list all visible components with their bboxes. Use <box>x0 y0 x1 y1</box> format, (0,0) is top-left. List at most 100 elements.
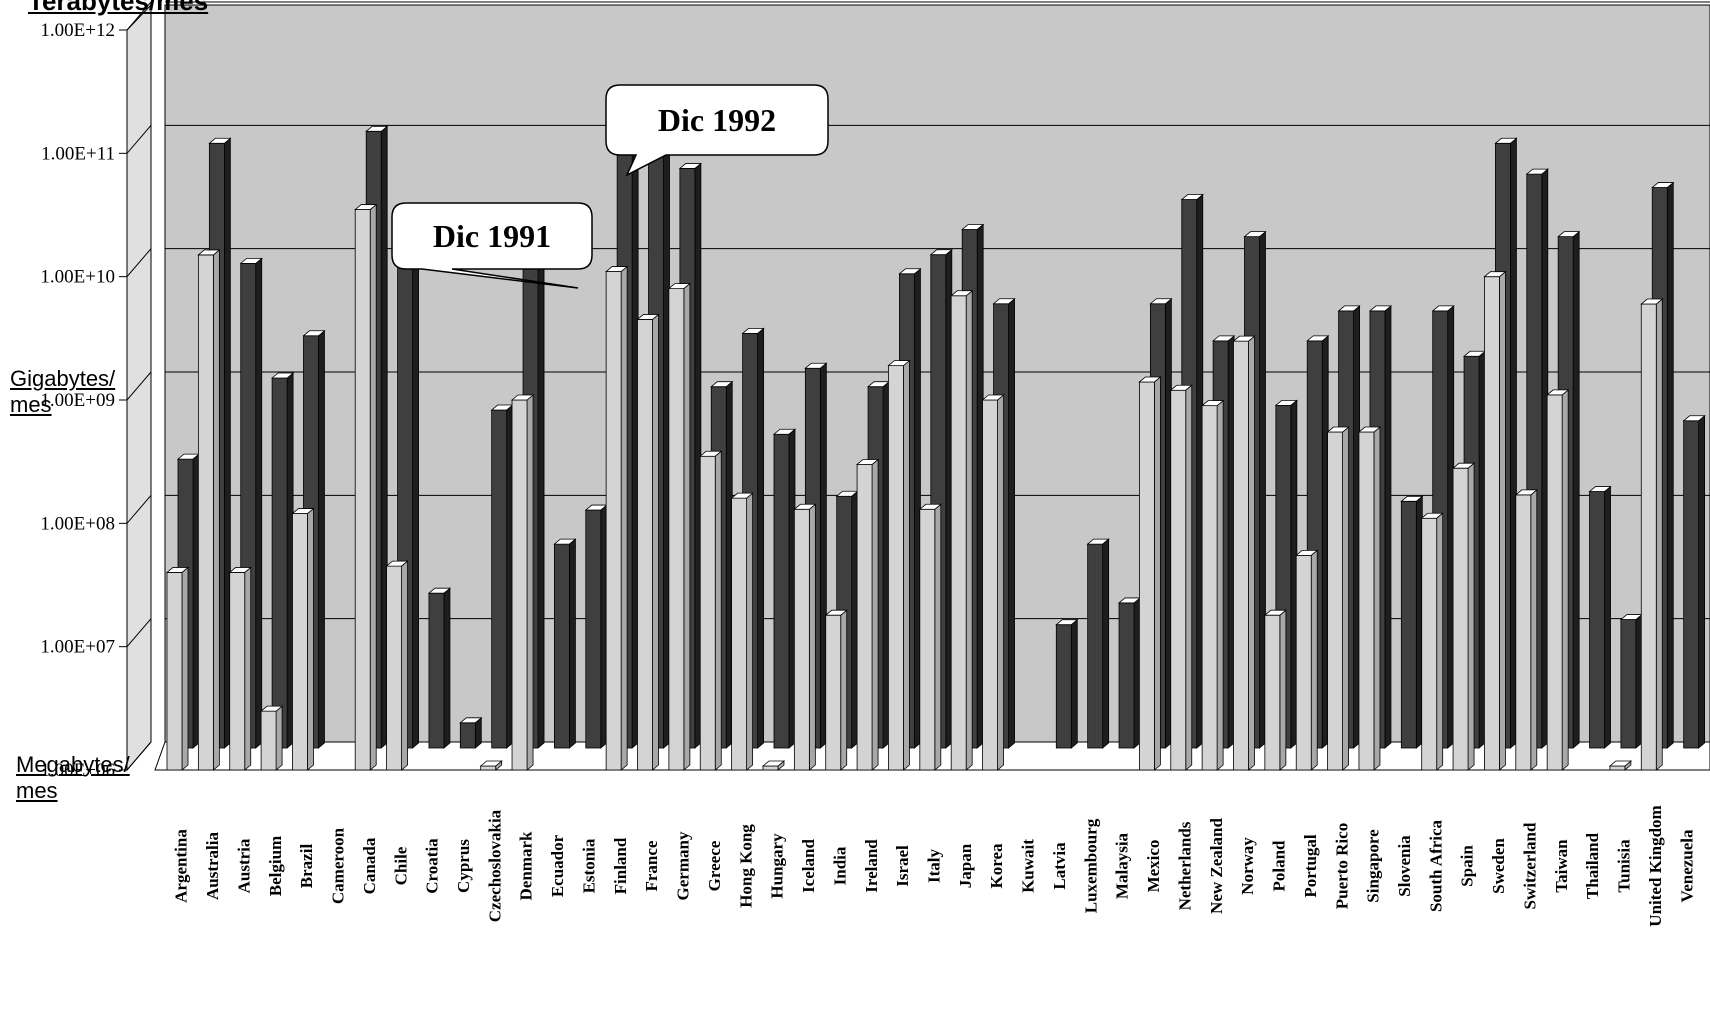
bar-1991 <box>699 450 723 771</box>
x-tick-label: Greece <box>705 840 724 891</box>
bar-1992-top <box>772 428 797 435</box>
bar-1991-front <box>888 365 904 771</box>
bar-1991-front <box>1546 394 1563 771</box>
bar-1992-side <box>1572 230 1580 749</box>
side-wall <box>126 3 152 772</box>
bar-1991-front <box>825 614 842 771</box>
callout-dic1992: Dic 1992 <box>605 84 829 177</box>
bar-1991 <box>1357 426 1382 771</box>
bar-1992-front <box>554 543 570 749</box>
bar-1991-top <box>1357 426 1382 433</box>
bar-1992-front <box>1683 420 1700 749</box>
bar-1992 <box>772 428 797 749</box>
bars-layer <box>165 125 1706 771</box>
y-tick-label: 1.00E+11 <box>41 143 115 164</box>
bar-1991-top <box>1420 512 1444 519</box>
bar-1991-top <box>793 503 817 510</box>
bar-1991 <box>1546 389 1570 771</box>
bar-1992-top <box>302 330 326 337</box>
bar-1991 <box>228 566 252 771</box>
bar-1992 <box>459 716 483 749</box>
bar-1991 <box>1326 426 1350 771</box>
bar-1992-top <box>1337 305 1361 312</box>
bar-1992-top <box>1400 495 1424 502</box>
x-tick-label: Finland <box>611 837 630 894</box>
bar-1992-top <box>710 381 734 388</box>
bar-1991-top <box>605 266 629 272</box>
x-tick-label: South Africa <box>1426 819 1445 912</box>
bar-1991-top <box>887 360 911 367</box>
bar-1992-top <box>365 125 389 132</box>
bar-1991-front <box>1640 303 1657 771</box>
x-tick-label: Taiwan <box>1552 839 1571 893</box>
bar-1991-top <box>1201 400 1225 407</box>
megabytes-axis-label: Megabytes/ mes <box>16 752 130 804</box>
gridline-side <box>126 125 152 154</box>
bar-1991-side <box>1342 426 1349 771</box>
bar-1991-side <box>903 359 910 771</box>
bar-1991 <box>793 503 817 771</box>
bar-1992-top <box>1368 305 1393 312</box>
bar-1991 <box>385 560 409 771</box>
bar-1991-side <box>871 458 879 771</box>
bar-1991 <box>259 705 284 771</box>
x-tick-label: Ireland <box>862 839 881 893</box>
bar-1992-side <box>1008 297 1015 749</box>
bar-1991-side <box>1373 426 1381 771</box>
y-tick-label: 1.00E+08 <box>40 513 115 534</box>
gigabytes-label-line2: mes <box>10 392 52 417</box>
bar-1991-front <box>919 508 936 771</box>
bar-1992-side <box>1698 414 1706 749</box>
bar-1991-top <box>761 760 786 767</box>
bar-1991-front <box>1295 554 1312 771</box>
bar-1992-top <box>1682 415 1706 422</box>
x-tick-label: India <box>830 846 849 885</box>
megabytes-label-line2: mes <box>16 778 58 803</box>
bar-1991 <box>1451 462 1476 771</box>
bar-1991-top <box>1232 335 1256 342</box>
bar-1991-top <box>1608 760 1633 767</box>
bar-1992 <box>270 372 295 749</box>
bar-1991-front <box>386 565 402 771</box>
x-tick-label: New Zealand <box>1207 818 1226 914</box>
x-tick-label: Ecuador <box>548 834 567 897</box>
bar-1991-side <box>808 503 816 771</box>
x-tick-label: Portugal <box>1301 834 1320 898</box>
bar-1991-top <box>385 560 409 567</box>
bar-1991-top <box>699 450 723 457</box>
bar-1992 <box>1588 485 1612 749</box>
bar-1992-front <box>1055 624 1072 749</box>
bar-1991-top <box>1263 609 1287 616</box>
bar-1991 <box>887 359 911 771</box>
x-tick-label: Venezuela <box>1677 829 1696 903</box>
bar-1991-top <box>667 283 691 290</box>
bar-1991 <box>824 609 848 771</box>
bar-1991-front <box>197 254 214 771</box>
x-tick-label: Austria <box>234 838 253 893</box>
bar-1992-top <box>1212 335 1236 342</box>
bar-1992-top <box>1494 137 1518 144</box>
bar-1992 <box>1400 495 1424 749</box>
bar-1992-top <box>1306 335 1330 342</box>
bar-1992-top <box>208 137 232 144</box>
bar-1992-top <box>553 538 577 545</box>
bar-1991-front <box>668 288 685 771</box>
bar-1992-top <box>804 362 828 369</box>
bar-1992-top <box>270 372 295 379</box>
x-tick-label: Cyprus <box>454 839 473 893</box>
bar-1991-top <box>1326 426 1350 433</box>
x-tick-label: Luxembourg <box>1081 818 1100 913</box>
bar-1992-top <box>427 587 452 594</box>
bar-1991 <box>510 394 535 771</box>
x-tick-label: Iceland <box>799 839 818 893</box>
bar-1992-top <box>239 257 263 264</box>
bar-1992-front <box>1087 543 1104 749</box>
bar-1991-side <box>181 566 189 771</box>
x-tick-label: United Kingdom <box>1646 805 1665 926</box>
bar-1991-side <box>714 450 722 771</box>
x-tick-label: Belgium <box>266 836 285 896</box>
bar-1991 <box>1420 512 1444 771</box>
bar-1991-side <box>275 705 283 771</box>
bar-1991-side <box>1655 298 1663 771</box>
bar-1992-top <box>1180 194 1204 200</box>
